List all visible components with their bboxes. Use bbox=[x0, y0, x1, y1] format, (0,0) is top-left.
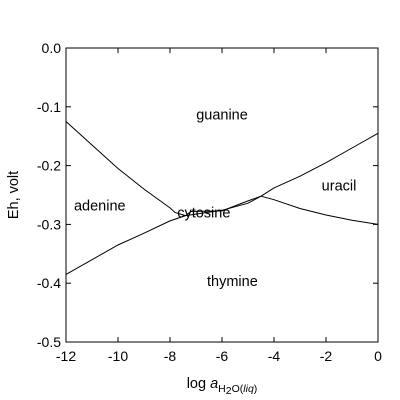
x-tick-label: -10 bbox=[108, 348, 128, 364]
y-tick-label: 0.0 bbox=[42, 40, 62, 56]
x-axis-label: log aH2O(liq) bbox=[187, 376, 258, 397]
region-label-uracil: uracil bbox=[322, 179, 357, 195]
region-label-cytosine: cytosine bbox=[177, 206, 230, 222]
region-label-adenine: adenine bbox=[74, 199, 126, 215]
y-tick-label: -0.4 bbox=[37, 275, 61, 291]
x-tick-label: -2 bbox=[320, 348, 333, 364]
y-tick-label: -0.5 bbox=[37, 334, 61, 350]
x-tick-label: -8 bbox=[164, 348, 177, 364]
region-label-thymine: thymine bbox=[207, 274, 258, 290]
region-labels: guanine adenine cytosine uracil thymine bbox=[74, 107, 356, 289]
boundary-guanine-uracil bbox=[260, 132, 379, 197]
region-label-guanine: guanine bbox=[196, 107, 248, 123]
boundary-adenine-thymine bbox=[65, 215, 186, 275]
x-tick-label: -6 bbox=[216, 348, 229, 364]
boundary-lines bbox=[65, 121, 379, 275]
axis-tick-labels: -12 -10 -8 -6 -4 -2 0 0.0 -0.1 -0.2 -0.3 -0.4 -0.5 bbox=[37, 40, 382, 364]
boundary-adenine-guanine bbox=[65, 121, 186, 217]
boundary-cytosine-thymine bbox=[185, 195, 262, 217]
boundary-cytosine-guanine bbox=[185, 195, 262, 216]
plot-frame bbox=[65, 47, 379, 343]
x-tick-label: -12 bbox=[56, 348, 76, 364]
x-tick-label: 0 bbox=[374, 348, 382, 364]
y-tick-label: -0.1 bbox=[37, 99, 61, 115]
y-axis-label: Eh, volt bbox=[6, 171, 22, 219]
y-tick-label: -0.2 bbox=[37, 158, 61, 174]
axis-ticks bbox=[65, 47, 379, 343]
boundary-thymine-uracil bbox=[260, 195, 379, 225]
y-tick-label: -0.3 bbox=[37, 216, 61, 232]
x-tick-label: -4 bbox=[268, 348, 281, 364]
